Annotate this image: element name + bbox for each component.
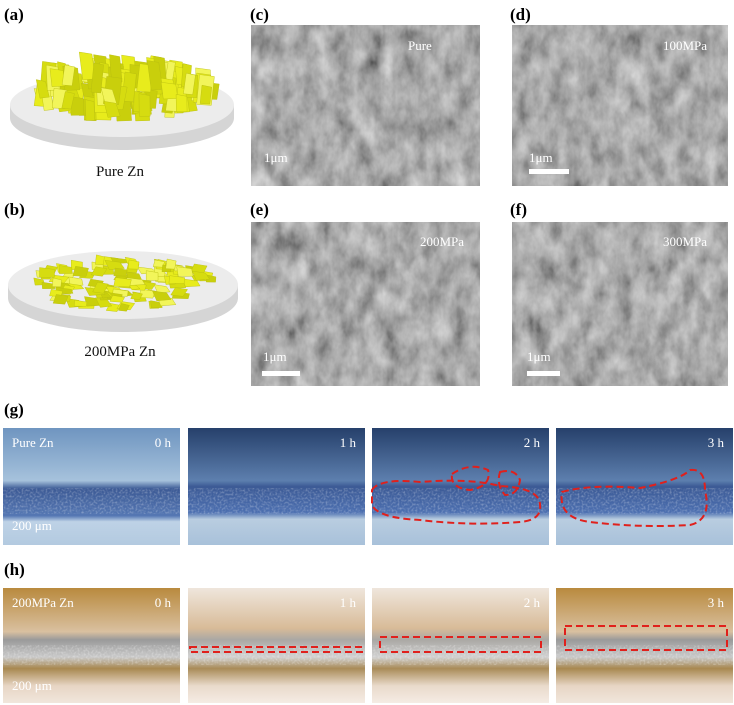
flake	[52, 294, 69, 305]
sample-label: 200MPa Zn	[12, 595, 74, 610]
flake	[147, 60, 163, 91]
panel-label: (e)	[250, 200, 269, 219]
flake	[152, 290, 172, 302]
flake	[165, 258, 177, 270]
caption: 200MPa Zn	[84, 344, 156, 360]
sem-image	[512, 222, 728, 386]
time-label: 2 h	[524, 595, 541, 610]
flake	[138, 93, 151, 117]
flake	[90, 266, 108, 277]
flake	[170, 287, 188, 297]
panel-label: (a)	[4, 5, 24, 24]
panel-label: (f)	[510, 200, 527, 219]
flake	[152, 259, 165, 268]
highlight-outline	[371, 465, 708, 527]
flake	[113, 267, 128, 277]
time-label: 0 h	[155, 435, 172, 450]
flake	[73, 299, 88, 307]
flake	[39, 267, 55, 278]
time-label: 0 h	[155, 595, 172, 610]
sample-tag: 200MPa	[420, 234, 464, 249]
flake	[176, 266, 194, 277]
flake	[127, 259, 140, 270]
flake	[199, 84, 212, 105]
panel-label: (b)	[4, 200, 25, 219]
sem-image	[251, 222, 480, 386]
flake	[118, 303, 130, 312]
scale-bar	[262, 371, 300, 376]
flake	[191, 270, 210, 281]
scale-label: 1μm	[529, 150, 553, 165]
sample-tag: 100MPa	[663, 38, 707, 53]
flake	[58, 265, 73, 274]
flake	[109, 295, 125, 303]
flake	[103, 101, 121, 118]
sem-image	[512, 25, 728, 186]
flake	[95, 254, 105, 265]
flake	[90, 62, 104, 94]
flake	[183, 72, 196, 95]
flake	[85, 99, 95, 121]
optical-image	[3, 588, 733, 703]
scale-label: 1μm	[264, 150, 288, 165]
flake	[61, 91, 75, 110]
flake	[49, 68, 66, 87]
disk-illustration	[10, 51, 234, 150]
sample-tag: 300MPa	[663, 234, 707, 249]
caption: Pure Zn	[96, 164, 144, 180]
flake	[160, 82, 179, 100]
flake	[79, 51, 96, 81]
scale-bar	[529, 169, 569, 174]
time-label: 2 h	[524, 435, 541, 450]
flake	[52, 277, 62, 288]
flake	[35, 79, 50, 99]
time-label: 3 h	[708, 435, 725, 450]
panel-label: (g)	[4, 400, 24, 419]
time-label: 1 h	[340, 435, 357, 450]
flake	[153, 284, 171, 294]
flake	[61, 64, 76, 86]
sem-image	[251, 25, 480, 186]
sample-label: Pure Zn	[12, 435, 54, 450]
flake	[92, 281, 109, 294]
scale-label: 1μm	[527, 349, 551, 364]
disk-illustration	[8, 251, 238, 332]
scale-label: 1μm	[263, 349, 287, 364]
flake	[175, 94, 188, 112]
time-label: 1 h	[340, 595, 357, 610]
sample-tag: Pure	[408, 38, 432, 53]
panel-label: (h)	[4, 560, 25, 579]
flake	[168, 275, 186, 284]
scale-label: 200 μm	[12, 518, 52, 533]
flake	[130, 291, 143, 300]
panel-label: (d)	[510, 5, 531, 24]
flake	[72, 266, 89, 277]
optical-image	[3, 428, 733, 545]
highlight-outline	[189, 625, 728, 653]
flake	[145, 270, 159, 281]
panel-label: (c)	[250, 5, 269, 24]
scale-bar	[527, 371, 560, 376]
time-label: 3 h	[708, 595, 725, 610]
flake	[113, 277, 132, 288]
scale-label: 200 μm	[12, 678, 52, 693]
